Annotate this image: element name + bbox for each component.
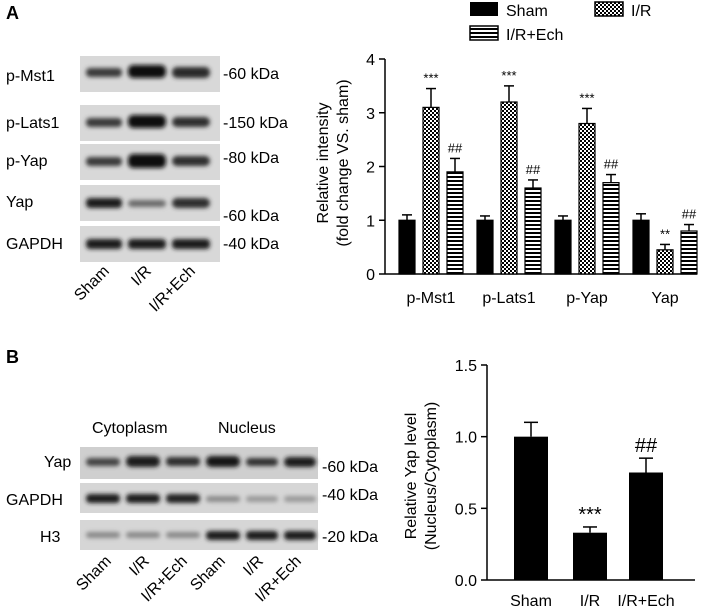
blot-b-group-1: Nucleus: [218, 420, 276, 437]
blot-b-lane-3: Sham: [187, 553, 229, 595]
panel-b-blot: Cytoplasm Nucleus Yap -60 kDa GAPDH: [6, 420, 378, 605]
blot-b-bands-0: [86, 456, 316, 467]
blot-a-marker-4: -40 kDa: [223, 236, 279, 253]
blot-a-bands-4: [86, 239, 210, 249]
bar-a-0-0: [398, 219, 416, 275]
panel-b: B Cytoplasm Nucleus Yap -60 kDa GAPDH: [6, 347, 695, 610]
blot-b-marker-2: -20 kDa: [322, 529, 378, 546]
chart-b-ytick-label-0: 0.0: [455, 573, 477, 590]
panel-a-letter: A: [6, 3, 19, 23]
chart-b-xtick-0: Sham: [510, 593, 552, 610]
blot-a-label-2: p-Yap: [6, 153, 48, 170]
legend-a-label-1: I/R: [631, 3, 651, 20]
blot-a-label-0: p-Mst1: [6, 68, 55, 85]
chart-b-xtick-1: I/R: [580, 593, 600, 610]
chart-a-xtick-1: p-Lats1: [482, 290, 535, 307]
annotation-a-1: ##: [448, 140, 463, 155]
blot-a-bands-3: [86, 198, 210, 208]
blot-a-marker-1: -150 kDa: [223, 115, 288, 132]
chart-a-xtick-3: Yap: [651, 290, 678, 307]
annotation-a-6: **: [660, 226, 670, 241]
blot-b-lane-0: Sham: [73, 553, 115, 595]
chart-b-ytick-label-1: 0.5: [455, 501, 477, 518]
blot-a-bands-0: [86, 65, 210, 78]
blot-b-label-0: Yap: [44, 454, 71, 471]
bar-a-3-1: [656, 249, 674, 275]
bar-a-2-0: [554, 219, 572, 275]
blot-a-lane-0: Sham: [71, 263, 113, 305]
chart-a: Sham I/R I/R+Ech Relative intensity (fol…: [315, 1, 698, 307]
chart-b-ytick-label-2: 1.0: [455, 430, 477, 447]
panel-a-blot: p-Mst1 -60 kDa p-Lats1 -150 kDa p-Yap: [6, 56, 288, 315]
blot-b-marker-0: -60 kDa: [322, 459, 378, 476]
bar-a-1-2: [524, 187, 542, 275]
chart-a-xtick-2: p-Yap: [566, 290, 608, 307]
panel-b-letter: B: [6, 347, 19, 367]
bar-b-0: [514, 436, 548, 580]
legend-a-label-0: Sham: [506, 3, 548, 20]
chart-b-ytick-label-3: 1.5: [455, 358, 477, 375]
annotation-a-4: ***: [579, 90, 594, 105]
blot-a-marker-2: -80 kDa: [223, 150, 279, 167]
chart-a-ytick-label-2: 2: [366, 160, 375, 177]
chart-b: Relative Yap level (Nucleus/Cytoplasm) 0…: [403, 358, 695, 610]
bar-a-2-2: [602, 182, 620, 275]
blot-b-bands-2: [86, 531, 316, 540]
bar-a-2-1: [578, 122, 596, 275]
annotation-a-2: ***: [501, 68, 516, 83]
blot-b-marker-1: -40 kDa: [322, 487, 378, 504]
bar-b-1: [573, 532, 607, 580]
legend-a-swatch-2: [469, 25, 499, 41]
blot-a-bands-1: [86, 115, 210, 128]
blot-a-label-1: p-Lats1: [6, 115, 59, 132]
chart-a-ytick-label-0: 0: [366, 267, 375, 284]
chart-a-ylabel-1: Relative intensity: [315, 103, 332, 224]
blot-b-group-0: Cytoplasm: [92, 420, 168, 437]
blot-b-lane-1: I/R: [126, 553, 152, 579]
blot-a-label-3: Yap: [6, 194, 33, 211]
panel-a: A p-Mst1 -60 kDa p-Lats1 -150 kDa p-Yap: [6, 1, 698, 315]
blot-a-lane-1: I/R: [128, 263, 154, 289]
legend-a-label-2: I/R+Ech: [506, 27, 563, 44]
blot-a-bands-2: [86, 154, 210, 168]
legend-a-swatch-0: [470, 2, 498, 16]
bar-a-3-0: [632, 219, 650, 275]
bar-a-1-0: [476, 219, 494, 275]
chart-a-ytick-label-4: 4: [366, 52, 375, 69]
annotation-a-0: ***: [423, 71, 438, 86]
annotation-a-7: ##: [682, 207, 697, 222]
bar-b-2: [629, 472, 663, 580]
legend-a: Sham I/R I/R+Ech: [469, 1, 651, 44]
chart-a-ytick-label-3: 3: [366, 106, 375, 123]
chart-a-ytick-label-1: 1: [366, 213, 375, 230]
chart-b-ylabel-1: Relative Yap level: [403, 413, 420, 540]
chart-a-xtick-0: p-Mst1: [407, 290, 456, 307]
legend-a-swatch-1: [594, 1, 624, 17]
annotation-a-5: ##: [604, 157, 619, 172]
blot-b-lane-4: I/R: [240, 553, 266, 579]
annotation-b-1: ##: [635, 435, 658, 457]
chart-b-xtick-2: I/R+Ech: [617, 593, 674, 610]
bar-a-3-2: [680, 230, 698, 275]
bar-a-1-1: [500, 101, 518, 275]
blot-b-label-1: GAPDH: [6, 492, 63, 509]
blot-a-lane-2: I/R+Ech: [146, 263, 199, 316]
annotation-a-3: ##: [526, 162, 541, 177]
chart-a-ylabel-2: (fold change VS. sham): [335, 79, 352, 246]
bar-a-0-1: [422, 106, 440, 275]
chart-b-ylabel-2: (Nucleus/Cytoplasm): [423, 402, 440, 550]
bar-a-0-2: [446, 171, 464, 275]
blot-a-marker-3: -60 kDa: [223, 208, 279, 225]
blot-b-label-2: H3: [40, 529, 61, 546]
blot-a-marker-0: -60 kDa: [223, 66, 279, 83]
blot-b-bands-1: [86, 494, 316, 503]
blot-a-label-4: GAPDH: [6, 236, 63, 253]
annotation-b-0: ***: [578, 504, 602, 526]
